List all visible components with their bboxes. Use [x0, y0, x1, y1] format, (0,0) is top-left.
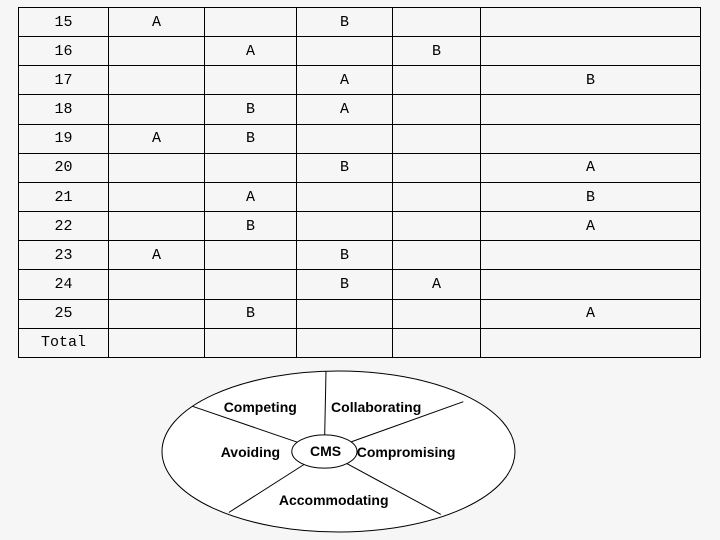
- svg-text:CMS: CMS: [310, 443, 341, 459]
- svg-text:Collaborating: Collaborating: [331, 399, 421, 415]
- svg-text:Avoiding: Avoiding: [221, 444, 280, 460]
- svg-text:Compromising: Compromising: [357, 444, 456, 460]
- svg-text:Accommodating: Accommodating: [279, 492, 389, 508]
- svg-text:Competing: Competing: [224, 399, 297, 415]
